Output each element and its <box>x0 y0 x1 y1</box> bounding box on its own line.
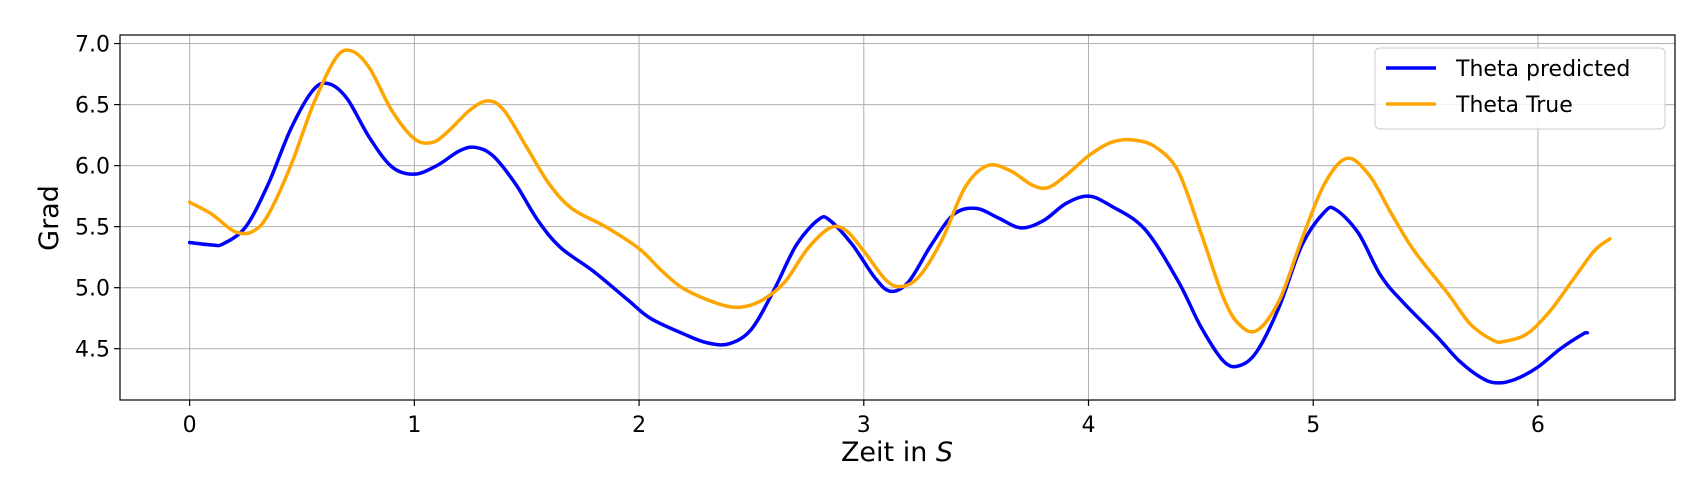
y-tick-label: 7.0 <box>75 33 110 58</box>
x-axis-title: Zeit in S <box>841 437 953 468</box>
y-tick-label: 4.5 <box>75 338 110 363</box>
series-lines <box>187 48 1612 385</box>
y-axis-title: Grad <box>34 185 65 251</box>
x-tick-label: 4 <box>1082 413 1096 438</box>
y-tick-label: 6.0 <box>75 155 110 180</box>
legend-items: Theta predicted Theta True <box>1386 57 1630 118</box>
x-tick-label: 2 <box>632 413 646 438</box>
x-axis-ticks: 0 1 2 3 4 5 6 <box>183 400 1545 438</box>
plot-frame <box>119 34 1676 401</box>
legend: Theta predicted Theta True <box>1374 47 1666 130</box>
y-axis-ticks: 4.5 5.0 5.5 6.0 6.5 7.0 <box>75 33 120 363</box>
x-tick-label: 3 <box>857 413 871 438</box>
y-tick-label: 6.5 <box>75 94 110 119</box>
y-tick-label: 5.5 <box>75 216 110 241</box>
x-tick-label: 6 <box>1531 413 1545 438</box>
legend-label-theta-predicted: Theta predicted <box>1455 57 1630 82</box>
legend-box <box>1374 47 1666 130</box>
x-tick-label: 1 <box>407 413 421 438</box>
series-line-theta-predicted <box>187 81 1590 385</box>
x-axis-title-text: Zeit in <box>841 437 936 468</box>
y-tick-label: 5.0 <box>75 277 110 302</box>
x-tick-label: 0 <box>183 413 197 438</box>
x-tick-label: 5 <box>1306 413 1320 438</box>
legend-label-theta-true: Theta True <box>1455 93 1573 118</box>
series-line-theta-true <box>187 48 1612 344</box>
x-axis-title-unit: S <box>936 437 953 468</box>
